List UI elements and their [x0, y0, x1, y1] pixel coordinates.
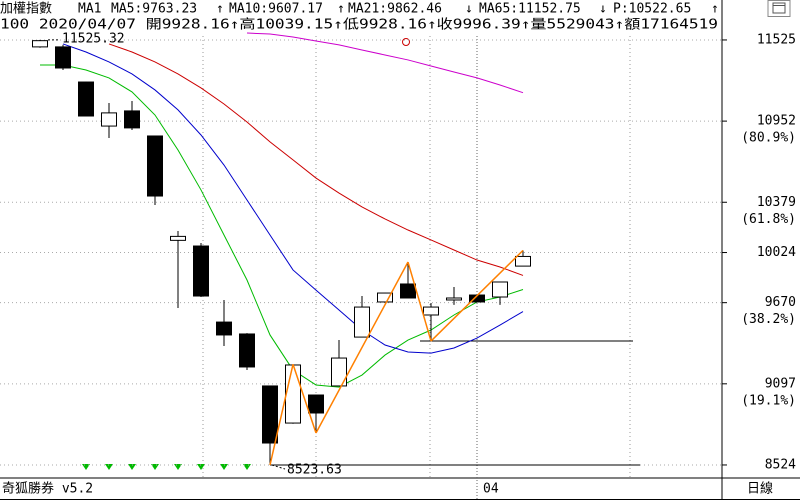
signal-triangle	[82, 464, 90, 470]
signal-markers	[82, 464, 251, 470]
candle-body	[331, 357, 347, 387]
candle-body	[446, 297, 462, 301]
signal-triangle	[128, 464, 136, 470]
legend-entry: MA10:9607.17	[229, 2, 323, 17]
x-tick-label: 04	[483, 482, 499, 497]
signal-triangle	[174, 464, 182, 470]
ma-line	[246, 32, 524, 94]
ma-line	[108, 43, 524, 276]
legend-entry: MA5:9763.23	[111, 2, 197, 17]
zigzag-segment	[269, 364, 294, 466]
candle-body	[147, 135, 163, 197]
candle-body	[262, 385, 278, 444]
signal-triangle	[105, 464, 113, 470]
signal-circle	[402, 38, 410, 46]
ma-line	[40, 64, 524, 388]
candle-body	[285, 364, 301, 424]
candle-body	[377, 292, 393, 303]
signal-triangle	[220, 464, 228, 470]
zigzag-segment	[315, 261, 409, 434]
candle-body	[78, 81, 94, 117]
legend-trend: ↑	[216, 2, 224, 17]
annotation-label: 11525.32	[62, 31, 125, 46]
footer-left: 奇狐勝券 v5.2	[2, 481, 93, 497]
candle-body	[216, 321, 232, 336]
annotation-label: 8523.63	[287, 463, 342, 478]
legend-trend: ↓	[465, 2, 473, 17]
candle-body	[423, 306, 439, 316]
candle-body	[170, 235, 186, 241]
info-line: 100 2020/04/07 開9928.16↑高10039.15↑低9928.…	[0, 17, 718, 33]
zigzag-segment	[292, 364, 317, 434]
fib-label: (61.8%)	[741, 212, 796, 227]
candle-body	[193, 245, 209, 297]
p-label: P:10522.65	[613, 2, 691, 17]
y-tick-label: 10952	[757, 114, 796, 129]
signal-triangle	[197, 464, 205, 470]
y-tick-label: 9670	[765, 295, 796, 310]
window-icon	[772, 2, 786, 14]
candle-body	[400, 283, 416, 299]
footer-right: 日線	[747, 481, 773, 497]
legend-entry: MA65:11152.75	[479, 2, 581, 17]
y-tick-label: 10379	[757, 195, 796, 210]
signal-triangle	[243, 464, 251, 470]
candle-body	[124, 110, 140, 129]
candle-body	[308, 394, 324, 414]
zigzag-segment	[430, 249, 524, 342]
fib-label: (80.9%)	[741, 131, 796, 146]
ma-line	[62, 43, 524, 354]
y-tick-label: 8524	[765, 457, 796, 472]
chart-title: 加權指數	[0, 2, 52, 17]
candle-body	[354, 306, 370, 338]
candle-body	[32, 40, 48, 48]
fib-label: (38.2%)	[741, 312, 796, 327]
legend-entry: MA21:9862.46	[348, 2, 442, 17]
y-tick-label: 11525	[757, 32, 796, 47]
y-tick-label: 10024	[757, 245, 796, 260]
fib-label: (19.1%)	[741, 393, 796, 408]
legend-trend: ↓	[599, 2, 607, 17]
candle-body	[239, 333, 255, 368]
candle-body	[55, 46, 71, 69]
candle-body	[515, 255, 531, 267]
p-trend: ↑	[711, 2, 719, 17]
candle-body	[492, 281, 508, 298]
signal-triangle	[151, 464, 159, 470]
y-tick-label: 9097	[765, 376, 796, 391]
candle-body	[101, 112, 117, 127]
indicator-label: MA1	[78, 2, 101, 17]
zigzag-segment	[407, 261, 432, 342]
legend-trend: ↑	[337, 2, 345, 17]
